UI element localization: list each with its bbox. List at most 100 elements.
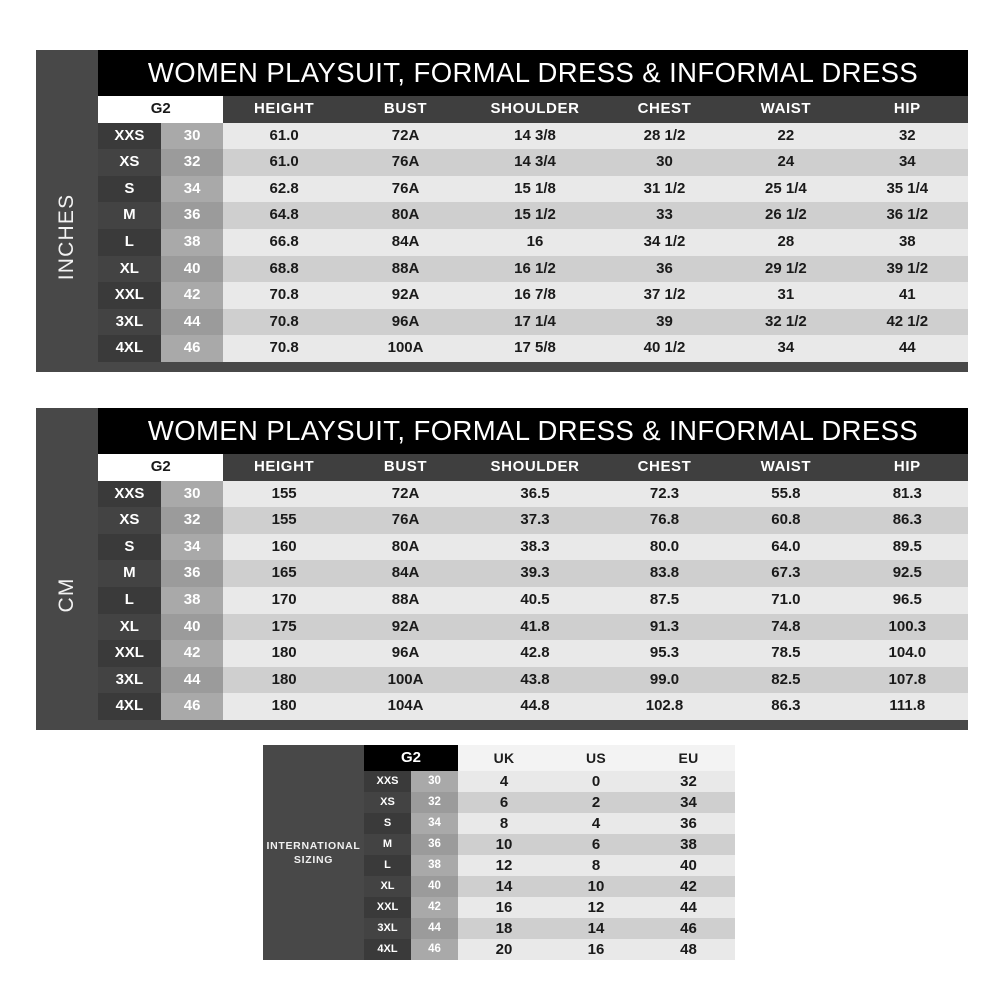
measurement-cell: 104A bbox=[344, 693, 467, 720]
table-row: 4XL 46 70.8 100A 17 5/8 40 1/2 34 44 bbox=[98, 335, 968, 362]
table-row: XL 40 14 10 42 bbox=[364, 876, 736, 897]
cm-size-chart: CM WOMEN PLAYSUIT, FORMAL DRESS & INFORM… bbox=[36, 408, 968, 730]
size-number-cell: 34 bbox=[160, 533, 224, 561]
measurement-cell: 100A bbox=[344, 666, 467, 694]
measurement-cell: 76A bbox=[344, 149, 467, 176]
measurement-cell: 34 bbox=[642, 792, 736, 813]
size-number-cell: 46 bbox=[411, 939, 459, 960]
unit-rail-cm: CM bbox=[36, 408, 98, 730]
table-row: XS 32 155 76A 37.3 76.8 60.8 86.3 bbox=[98, 507, 968, 534]
measurement-cell: 180 bbox=[223, 693, 345, 720]
size-letter-cell: XXS bbox=[98, 122, 161, 150]
column-header-hip-cm: HIP bbox=[846, 454, 968, 481]
measurement-cell: 67.3 bbox=[725, 560, 847, 587]
size-letter-cell: M bbox=[364, 834, 411, 855]
column-header-shoulder-cm: SHOULDER bbox=[466, 454, 604, 481]
measurement-cell: 17 5/8 bbox=[466, 335, 604, 362]
size-number-cell: 38 bbox=[160, 228, 224, 256]
measurement-cell: 72A bbox=[344, 122, 467, 150]
table-row: S 34 62.8 76A 15 1/8 31 1/2 25 1/4 35 1/4 bbox=[98, 175, 968, 203]
measurement-cell: 66.8 bbox=[223, 228, 345, 256]
measurement-cell: 42.8 bbox=[466, 640, 604, 667]
measurement-cell: 43.8 bbox=[466, 666, 604, 694]
measurement-cell: 76A bbox=[344, 175, 467, 203]
size-number-cell: 36 bbox=[160, 202, 224, 229]
measurement-cell: 14 3/8 bbox=[466, 122, 604, 150]
size-number-cell: 32 bbox=[411, 792, 459, 813]
size-letter-cell: S bbox=[98, 175, 161, 203]
size-letter-cell: XXL bbox=[98, 282, 161, 309]
measurement-cell: 99.0 bbox=[603, 666, 726, 694]
inches-table: G2 HEIGHT BUST SHOULDER CHEST WAIST HIP … bbox=[98, 96, 968, 362]
column-header-waist: WAIST bbox=[725, 96, 847, 123]
measurement-cell: 61.0 bbox=[223, 122, 345, 150]
table-row: 3XL 44 18 14 46 bbox=[364, 918, 736, 939]
size-number-cell: 38 bbox=[160, 586, 224, 614]
size-letter-cell: M bbox=[98, 202, 161, 229]
inches-table-body: XXS 30 61.0 72A 14 3/8 28 1/2 22 32 XS 32 61.0 76A 1… bbox=[98, 122, 968, 362]
measurement-cell: 70.8 bbox=[223, 308, 345, 336]
measurement-cell: 111.8 bbox=[846, 693, 968, 720]
column-header-chest: CHEST bbox=[603, 96, 726, 123]
measurement-cell: 91.3 bbox=[603, 613, 726, 641]
inches-size-chart: INCHES WOMEN PLAYSUIT, FORMAL DRESS & IN… bbox=[36, 50, 968, 372]
cm-chart-body: WOMEN PLAYSUIT, FORMAL DRESS & INFORMAL … bbox=[98, 408, 968, 730]
table-row: S 34 160 80A 38.3 80.0 64.0 89.5 bbox=[98, 533, 968, 561]
measurement-cell: 96A bbox=[344, 308, 467, 336]
measurement-cell: 40 bbox=[642, 855, 736, 876]
table-row: XXS 30 61.0 72A 14 3/8 28 1/2 22 32 bbox=[98, 122, 968, 150]
column-header-waist-cm: WAIST bbox=[725, 454, 847, 481]
measurement-cell: 64.8 bbox=[223, 202, 345, 229]
measurement-cell: 160 bbox=[223, 533, 345, 561]
size-number-cell: 30 bbox=[160, 480, 224, 508]
size-letter-cell: L bbox=[98, 228, 161, 256]
g2-header-cm: G2 bbox=[98, 454, 224, 481]
measurement-cell: 14 bbox=[458, 876, 551, 897]
measurement-cell: 40 1/2 bbox=[603, 335, 726, 362]
measurement-cell: 15 1/8 bbox=[466, 175, 604, 203]
measurement-cell: 76A bbox=[344, 507, 467, 534]
size-letter-cell: 4XL bbox=[98, 335, 161, 362]
size-number-cell: 46 bbox=[160, 693, 224, 720]
size-number-cell: 44 bbox=[160, 308, 224, 336]
size-letter-cell: XL bbox=[98, 613, 161, 641]
size-letter-cell: 4XL bbox=[364, 939, 411, 960]
measurement-cell: 4 bbox=[458, 771, 551, 792]
table-row: XXL 42 70.8 92A 16 7/8 37 1/2 31 41 bbox=[98, 282, 968, 309]
measurement-cell: 32 bbox=[642, 771, 736, 792]
column-header-chest-cm: CHEST bbox=[603, 454, 726, 481]
inches-chart-title: WOMEN PLAYSUIT, FORMAL DRESS & INFORMAL … bbox=[98, 50, 968, 96]
measurement-cell: 0 bbox=[550, 771, 643, 792]
measurement-cell: 70.8 bbox=[223, 282, 345, 309]
measurement-cell: 84A bbox=[344, 228, 467, 256]
size-number-cell: 44 bbox=[160, 666, 224, 694]
inches-chart-body: WOMEN PLAYSUIT, FORMAL DRESS & INFORMAL … bbox=[98, 50, 968, 372]
measurement-cell: 36 bbox=[642, 813, 736, 834]
measurement-cell: 92.5 bbox=[846, 560, 968, 587]
table-row: XS 32 6 2 34 bbox=[364, 792, 736, 813]
table-row: XXS 30 4 0 32 bbox=[364, 771, 736, 792]
measurement-cell: 41 bbox=[846, 282, 968, 309]
size-number-cell: 44 bbox=[411, 918, 459, 939]
measurement-cell: 84A bbox=[344, 560, 467, 587]
measurement-cell: 60.8 bbox=[725, 507, 847, 534]
table-row: 3XL 44 70.8 96A 17 1/4 39 32 1/2 42 1/2 bbox=[98, 308, 968, 336]
column-header-bust: BUST bbox=[344, 96, 467, 123]
measurement-cell: 34 bbox=[846, 149, 968, 176]
size-number-cell: 38 bbox=[411, 855, 459, 876]
measurement-cell: 74.8 bbox=[725, 613, 847, 641]
measurement-cell: 18 bbox=[458, 918, 551, 939]
column-header-bust-cm: BUST bbox=[344, 454, 467, 481]
measurement-cell: 22 bbox=[725, 122, 847, 150]
size-letter-cell: L bbox=[364, 855, 411, 876]
measurement-cell: 28 bbox=[725, 228, 847, 256]
measurement-cell: 175 bbox=[223, 613, 345, 641]
size-letter-cell: XXL bbox=[98, 640, 161, 667]
measurement-cell: 39 1/2 bbox=[846, 255, 968, 283]
measurement-cell: 16 bbox=[458, 897, 551, 918]
table-row: XXL 42 16 12 44 bbox=[364, 897, 736, 918]
measurement-cell: 155 bbox=[223, 507, 345, 534]
measurement-cell: 8 bbox=[550, 855, 643, 876]
size-letter-cell: 4XL bbox=[98, 693, 161, 720]
size-number-cell: 40 bbox=[411, 876, 459, 897]
